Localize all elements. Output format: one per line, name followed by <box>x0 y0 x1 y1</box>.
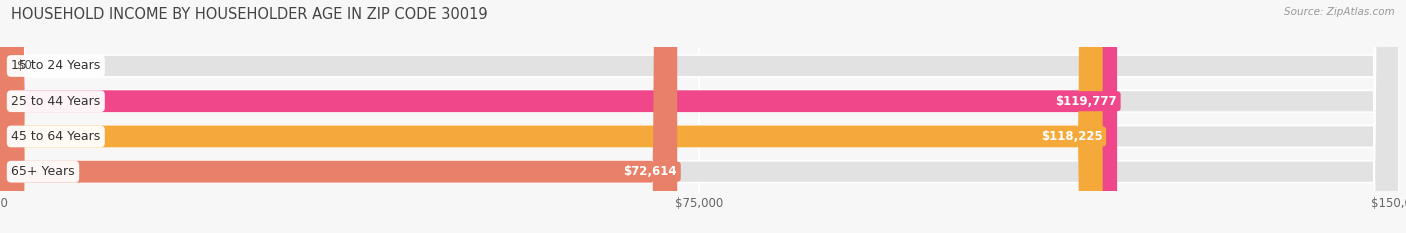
Text: $119,777: $119,777 <box>1056 95 1118 108</box>
Text: 45 to 64 Years: 45 to 64 Years <box>11 130 100 143</box>
Text: HOUSEHOLD INCOME BY HOUSEHOLDER AGE IN ZIP CODE 30019: HOUSEHOLD INCOME BY HOUSEHOLDER AGE IN Z… <box>11 7 488 22</box>
Text: Source: ZipAtlas.com: Source: ZipAtlas.com <box>1284 7 1395 17</box>
Text: $118,225: $118,225 <box>1040 130 1102 143</box>
FancyBboxPatch shape <box>0 0 678 233</box>
Text: 25 to 44 Years: 25 to 44 Years <box>11 95 100 108</box>
Text: $72,614: $72,614 <box>624 165 678 178</box>
Text: 65+ Years: 65+ Years <box>11 165 75 178</box>
FancyBboxPatch shape <box>0 0 1118 233</box>
FancyBboxPatch shape <box>0 0 1102 233</box>
Text: $0: $0 <box>17 59 32 72</box>
Text: 15 to 24 Years: 15 to 24 Years <box>11 59 100 72</box>
